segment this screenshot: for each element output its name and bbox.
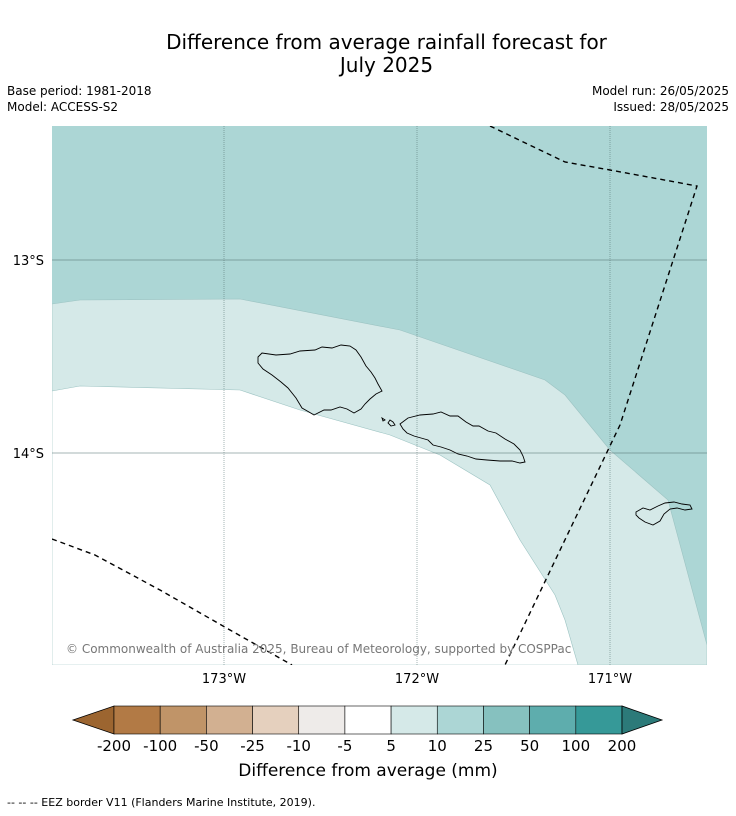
colorbar-tick-label: 50 [520, 737, 539, 755]
colorbar-extend-high [621, 705, 664, 735]
upolu-island [399, 411, 526, 464]
colorbar-tick-label: -5 [337, 737, 352, 755]
model-run: Model run: 26/05/2025 [591, 84, 729, 98]
gridlines [52, 126, 707, 665]
colorbar-tick-label: -100 [143, 737, 177, 755]
colorbar-box--10-to--5 [298, 705, 346, 735]
colorbar-tick-label: 10 [428, 737, 447, 755]
lat-label-13s: 13°S [13, 254, 44, 269]
colorbar-tick-label: 25 [474, 737, 493, 755]
colorbar-box--25-to--10 [252, 705, 300, 735]
savaii-island [257, 344, 383, 416]
lon-label-171w: 171°W [588, 672, 632, 687]
colorbar-box--100-to--50 [159, 705, 207, 735]
lon-label-173w: 173°W [202, 672, 246, 687]
copyright-text: © Commonwealth of Australia 2025, Bureau… [66, 642, 571, 656]
colorbar-tick-label: -10 [286, 737, 311, 755]
colorbar: -200 -100 -50 -25 -10 -5 5 10 25 50 100 200 [71, 705, 664, 755]
lon-label-172w: 172°W [395, 672, 439, 687]
axis-labels: 13°S 14°S 173°W 172°W 171°W [13, 254, 633, 687]
colorbar-tick-label: -50 [194, 737, 219, 755]
manono-island [387, 419, 396, 427]
colorbar-title: Difference from average (mm) [238, 761, 498, 781]
base-period: Base period: 1981-2018 [7, 84, 152, 98]
model-name: Model: ACCESS-S2 [7, 99, 119, 114]
islands [257, 344, 693, 526]
eez-legend-note: -- -- -- EEZ border V11 (Flanders Marine… [7, 796, 316, 809]
colorbar-box--5-to-5 [344, 705, 392, 735]
colorbar-tick-label: -200 [97, 737, 131, 755]
title-line-2: July 2025 [339, 53, 434, 77]
map-title: Difference from average rainfall forecas… [0, 31, 736, 77]
colorbar-box-50-to-100 [529, 705, 577, 735]
colorbar-box-100-to-200 [575, 705, 623, 735]
colorbar-box-5-to-10 [390, 705, 438, 735]
map-panel: © Commonwealth of Australia 2025, Bureau… [52, 126, 707, 665]
eez-border-east [489, 126, 698, 665]
eez-borders [52, 126, 698, 665]
lat-label-14s: 14°S [13, 447, 44, 462]
rain-category-minus5-5 [52, 385, 579, 665]
colorbar-tick-label: -25 [240, 737, 265, 755]
colorbar-box--200-to--100 [113, 705, 161, 735]
colorbar-tick-label: 5 [386, 737, 396, 755]
colorbar-box--50-to--25 [206, 705, 253, 735]
issued-date: Issued: 28/05/2025 [613, 99, 729, 114]
colorbar-tick-label: 200 [608, 737, 637, 755]
colorbar-tick-label: 100 [561, 737, 590, 755]
colorbar-box-25-to-50 [483, 705, 530, 735]
tutuila-island [635, 501, 693, 526]
meta-left: Base period: 1981-2018 Model: ACCESS-S2 [7, 84, 152, 115]
apolima-island [381, 416, 386, 422]
colorbar-extend-low [71, 705, 115, 735]
eez-border-southwest [52, 538, 293, 665]
colorbar-box-10-to-25 [436, 705, 484, 735]
meta-right: Model run: 26/05/2025 Issued: 28/05/2025 [592, 84, 729, 115]
title-line-1: Difference from average rainfall forecas… [166, 30, 607, 54]
